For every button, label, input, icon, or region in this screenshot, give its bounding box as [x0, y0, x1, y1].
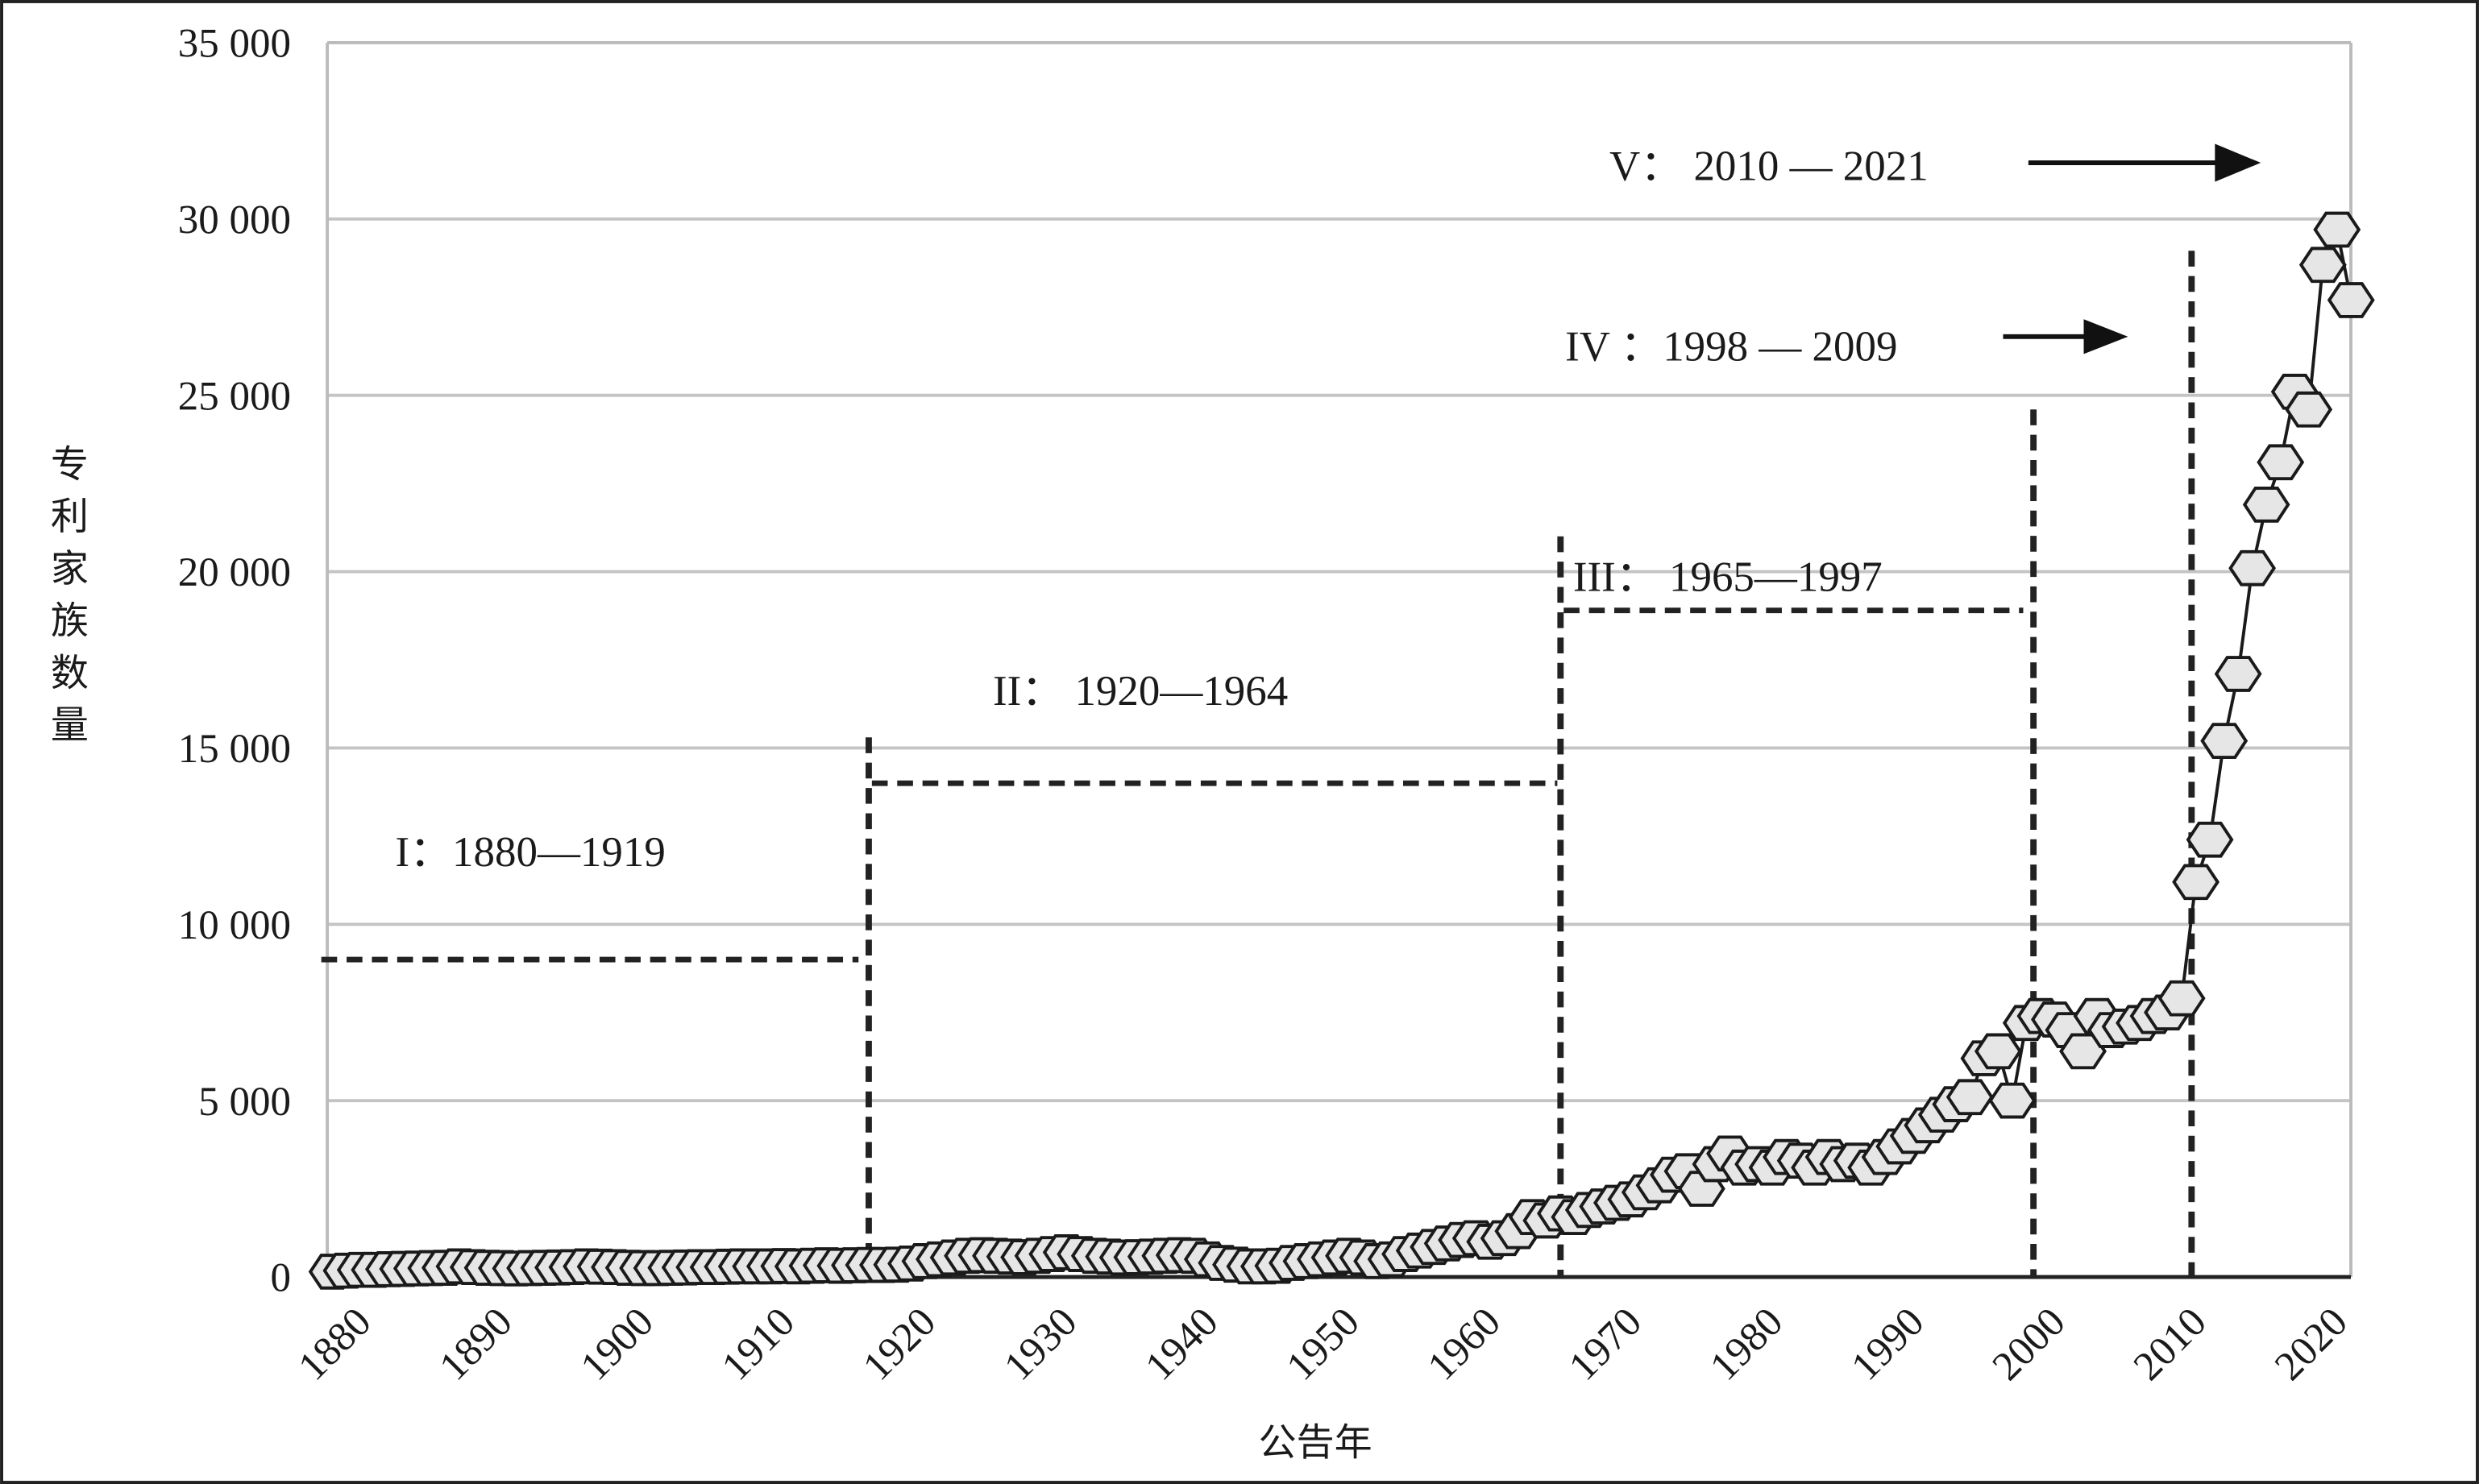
data-point [2172, 864, 2220, 901]
data-point [1988, 1082, 2037, 1119]
arrow-phase-5 [2028, 143, 2261, 182]
phase-label-3: III： 1965—1997 [1573, 554, 1883, 601]
y-tick-label: 25 000 [178, 374, 291, 419]
phase-label-4: IV ：1998 — 2009 [1565, 323, 1897, 370]
data-series [308, 211, 2375, 1290]
data-point [2200, 723, 2249, 759]
data-point [2242, 486, 2290, 523]
data-point [2327, 282, 2375, 318]
y-tick-label: 35 000 [178, 22, 291, 67]
y-tick-label: 0 [271, 1256, 292, 1301]
phase-label-1: I：1880—1919 [395, 829, 665, 876]
data-point [2285, 391, 2333, 428]
data-point [1974, 1033, 2022, 1070]
phase-label-5: V： 2010 — 2021 [1609, 143, 1929, 190]
phase-label-2: II： 1920—1964 [993, 668, 1288, 715]
data-point [2214, 656, 2262, 692]
y-tick-label: 30 000 [178, 197, 291, 242]
data-point [2157, 980, 2206, 1017]
data-point [2298, 247, 2347, 284]
data-point [2257, 444, 2305, 481]
data-point [1945, 1079, 1994, 1116]
y-axis-title: 专利家族数量 [51, 442, 89, 748]
x-axis-title: 公告年 [1259, 1421, 1372, 1465]
data-point [2228, 549, 2277, 587]
arrow-phase-4 [2003, 319, 2128, 354]
y-tick-label: 15 000 [178, 727, 291, 772]
y-tick-labels: 0 5 000 10 000 15 000 20 000 25 000 30 000 35 0… [178, 22, 291, 1301]
y-tick-label: 10 000 [178, 903, 291, 948]
data-point [2313, 211, 2361, 248]
phase-lines [321, 251, 2195, 1278]
y-tick-label: 5 000 [198, 1080, 291, 1125]
svg-text:专利家族数量: 专利家族数量 [51, 442, 89, 748]
y-tick-label: 20 000 [178, 550, 291, 595]
data-point [2186, 821, 2234, 858]
